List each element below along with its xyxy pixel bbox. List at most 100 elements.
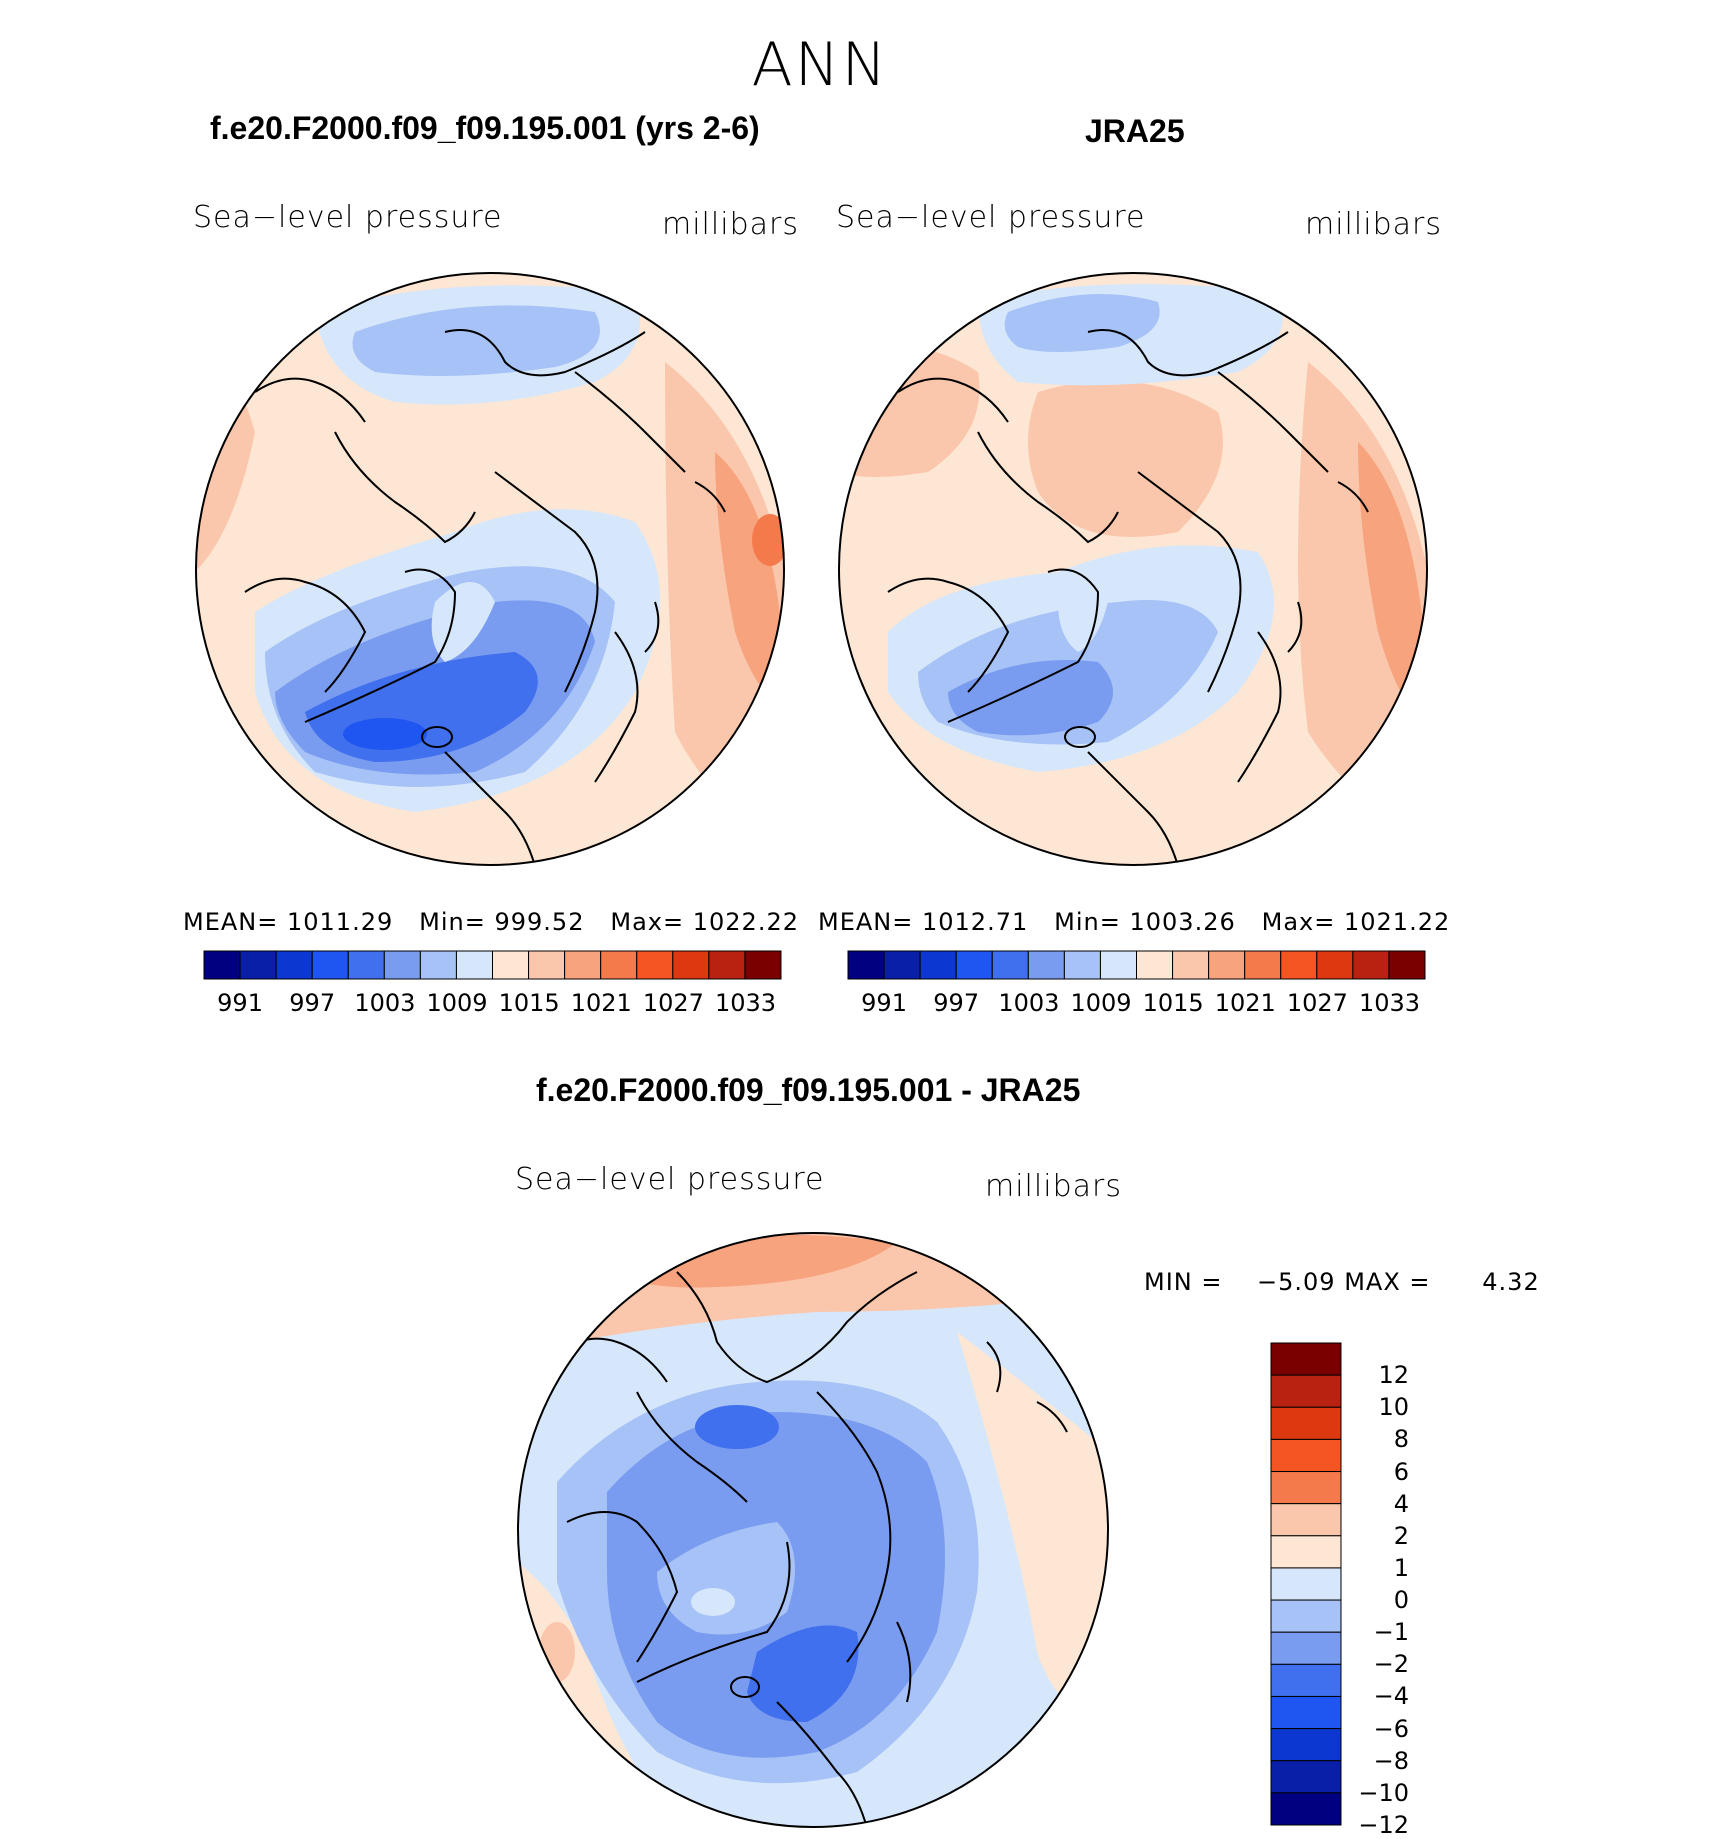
panel-2-colorbar-box xyxy=(1099,950,1137,980)
panel-2-colorbar-tick-label: 1015 xyxy=(1142,989,1204,1017)
panel-1-min-label: Min= xyxy=(419,908,486,936)
panel-1-mean-label: MEAN= xyxy=(183,908,279,936)
diff-colorbar-tick-label: 0 xyxy=(1393,1586,1409,1615)
diff-colorbar-box xyxy=(1270,1374,1342,1408)
panel-2-colorbar-box xyxy=(1027,950,1065,980)
panel-1-title: f.e20.F2000.f09_f09.195.001 (yrs 2-6) xyxy=(210,110,760,146)
diff-panel-units-label: millibars xyxy=(985,1169,1122,1204)
panel-2-colorbar-box xyxy=(1352,950,1390,980)
panel-2-max-label: Max= xyxy=(1261,908,1336,936)
panel-2-max-value: 1021.22 xyxy=(1344,908,1451,936)
panel-1-colorbar-tick-label: 1009 xyxy=(426,989,488,1017)
diff-colorbar-tick-label: 6 xyxy=(1393,1457,1409,1486)
panel-1-stats: MEAN= 1011.29 Min= 999.52 Max= 1022.22 xyxy=(183,908,799,936)
panel-2-colorbar-tick-label: 991 xyxy=(861,989,907,1017)
panel-1-map xyxy=(195,272,785,866)
panel-1-colorbar-box xyxy=(636,950,674,980)
panel-1-colorbar-box xyxy=(672,950,710,980)
panel-2-map xyxy=(838,272,1428,866)
panel-1-colorbar-box xyxy=(600,950,638,980)
diff-panel-variable-label: Sea−level pressure xyxy=(515,1162,825,1197)
panel-1-max-label: Max= xyxy=(610,908,685,936)
panel-1-colorbar-box xyxy=(275,950,313,980)
diff-colorbar-box xyxy=(1270,1631,1342,1665)
diff-colorbar-tick-label: −2 xyxy=(1373,1650,1409,1679)
panel-2-colorbar-box xyxy=(1280,950,1318,980)
panel-2-min-value: 1003.26 xyxy=(1129,908,1236,936)
panel-1-colorbar xyxy=(203,950,782,980)
diff-min-label: MIN = xyxy=(1144,1268,1223,1296)
diff-colorbar-box xyxy=(1270,1406,1342,1440)
panel-1-colorbar-tick-label: 997 xyxy=(289,989,336,1017)
panel-2-colorbar-tick-label: 1009 xyxy=(1070,989,1132,1017)
panel-2-colorbar xyxy=(847,950,1426,980)
diff-min-value: −5.09 xyxy=(1257,1268,1336,1296)
diff-colorbar-box xyxy=(1270,1438,1342,1473)
panel-1-min-value: 999.52 xyxy=(494,908,585,936)
panel-2-colorbar-tick-label: 1021 xyxy=(1214,989,1276,1017)
diff-max-value: 4.32 xyxy=(1482,1268,1540,1296)
diff-colorbar-box xyxy=(1270,1695,1342,1730)
diff-colorbar-tick-label: −10 xyxy=(1358,1778,1409,1807)
panel-1-colorbar-box xyxy=(383,950,421,980)
diff-colorbar-tick-label: −12 xyxy=(1358,1811,1409,1839)
diff-colorbar-tick-label: −8 xyxy=(1373,1746,1409,1775)
diff-colorbar-box xyxy=(1270,1760,1342,1794)
diff-colorbar-box xyxy=(1270,1342,1342,1376)
panel-2-colorbar-box xyxy=(1063,950,1101,980)
panel-2-title: JRA25 xyxy=(1085,113,1185,149)
diff-max-label: MAX = xyxy=(1344,1268,1431,1296)
panel-1-max-value: 1022.22 xyxy=(692,908,799,936)
diff-colorbar-tick-label: 4 xyxy=(1393,1489,1409,1518)
diff-colorbar-box xyxy=(1270,1471,1342,1505)
panel-2-colorbar-tick-label: 1033 xyxy=(1358,989,1421,1017)
panel-1-colorbar-tick-label: 1015 xyxy=(498,989,560,1017)
panel-2-colorbar-box xyxy=(1172,950,1210,980)
diff-colorbar-tick-label: −4 xyxy=(1373,1682,1409,1711)
panel-1-colorbar-box xyxy=(744,950,782,980)
diff-colorbar-tick-label: 2 xyxy=(1393,1521,1409,1550)
panel-1-colorbar-box xyxy=(239,950,277,980)
diff-colorbar-tick-label: 8 xyxy=(1393,1425,1409,1454)
diff-colorbar-tick-label: −1 xyxy=(1373,1618,1409,1647)
panel-2-colorbar-box xyxy=(1316,950,1354,980)
diff-colorbar-box xyxy=(1270,1792,1342,1826)
panel-1-colorbar-box xyxy=(419,950,457,980)
diff-colorbar-tick-label: 12 xyxy=(1378,1361,1409,1390)
diff-colorbar-box xyxy=(1270,1567,1342,1601)
panel-1-mean-value: 1011.29 xyxy=(287,908,394,936)
panel-1-colorbar-tick-label: 991 xyxy=(217,989,263,1017)
panel-2-colorbar-tick-label: 1003 xyxy=(998,989,1060,1017)
panel-2-colorbar-box xyxy=(919,950,957,980)
panel-1-colorbar-box xyxy=(347,950,385,980)
panel-2-colorbar-box xyxy=(991,950,1029,980)
diff-colorbar-box xyxy=(1270,1599,1342,1633)
diff-colorbar-tick-label: 1 xyxy=(1393,1553,1409,1582)
panel-2-colorbar-box xyxy=(1136,950,1174,980)
panel-2-colorbar-box xyxy=(1208,950,1246,980)
diff-colorbar-tick-label: −6 xyxy=(1373,1714,1409,1743)
panel-2-colorbar-tick-label: 1027 xyxy=(1286,989,1348,1017)
panel-1-colorbar-box xyxy=(455,950,493,980)
panel-1-units-label: millibars xyxy=(662,207,799,242)
panel-1-variable-label: Sea−level pressure xyxy=(193,200,503,235)
diff-colorbar-tick-label: 10 xyxy=(1378,1393,1409,1422)
page-title: ANN xyxy=(751,30,889,100)
panel-2-mean-value: 1012.71 xyxy=(922,908,1029,936)
panel-2-colorbar-box xyxy=(883,950,921,980)
diff-colorbar xyxy=(1270,1342,1342,1826)
diff-colorbar-box xyxy=(1270,1503,1342,1537)
panel-2-min-label: Min= xyxy=(1054,908,1121,936)
diff-panel-map xyxy=(517,1232,1109,1828)
panel-1-colorbar-tick-label: 1021 xyxy=(570,989,632,1017)
panel-1-colorbar-box xyxy=(311,950,349,980)
panel-2-mean-label: MEAN= xyxy=(818,908,914,936)
panel-1-colorbar-tick-label: 1033 xyxy=(714,989,777,1017)
panel-1-colorbar-box xyxy=(564,950,602,980)
panel-2-colorbar-box xyxy=(1388,950,1426,980)
panel-1-colorbar-tick-label: 1027 xyxy=(642,989,704,1017)
panel-1-colorbar-box xyxy=(528,950,566,980)
diff-colorbar-box xyxy=(1270,1728,1342,1762)
panel-2-colorbar-box xyxy=(1244,950,1282,980)
panel-2-colorbar-tick-label: 997 xyxy=(933,989,980,1017)
